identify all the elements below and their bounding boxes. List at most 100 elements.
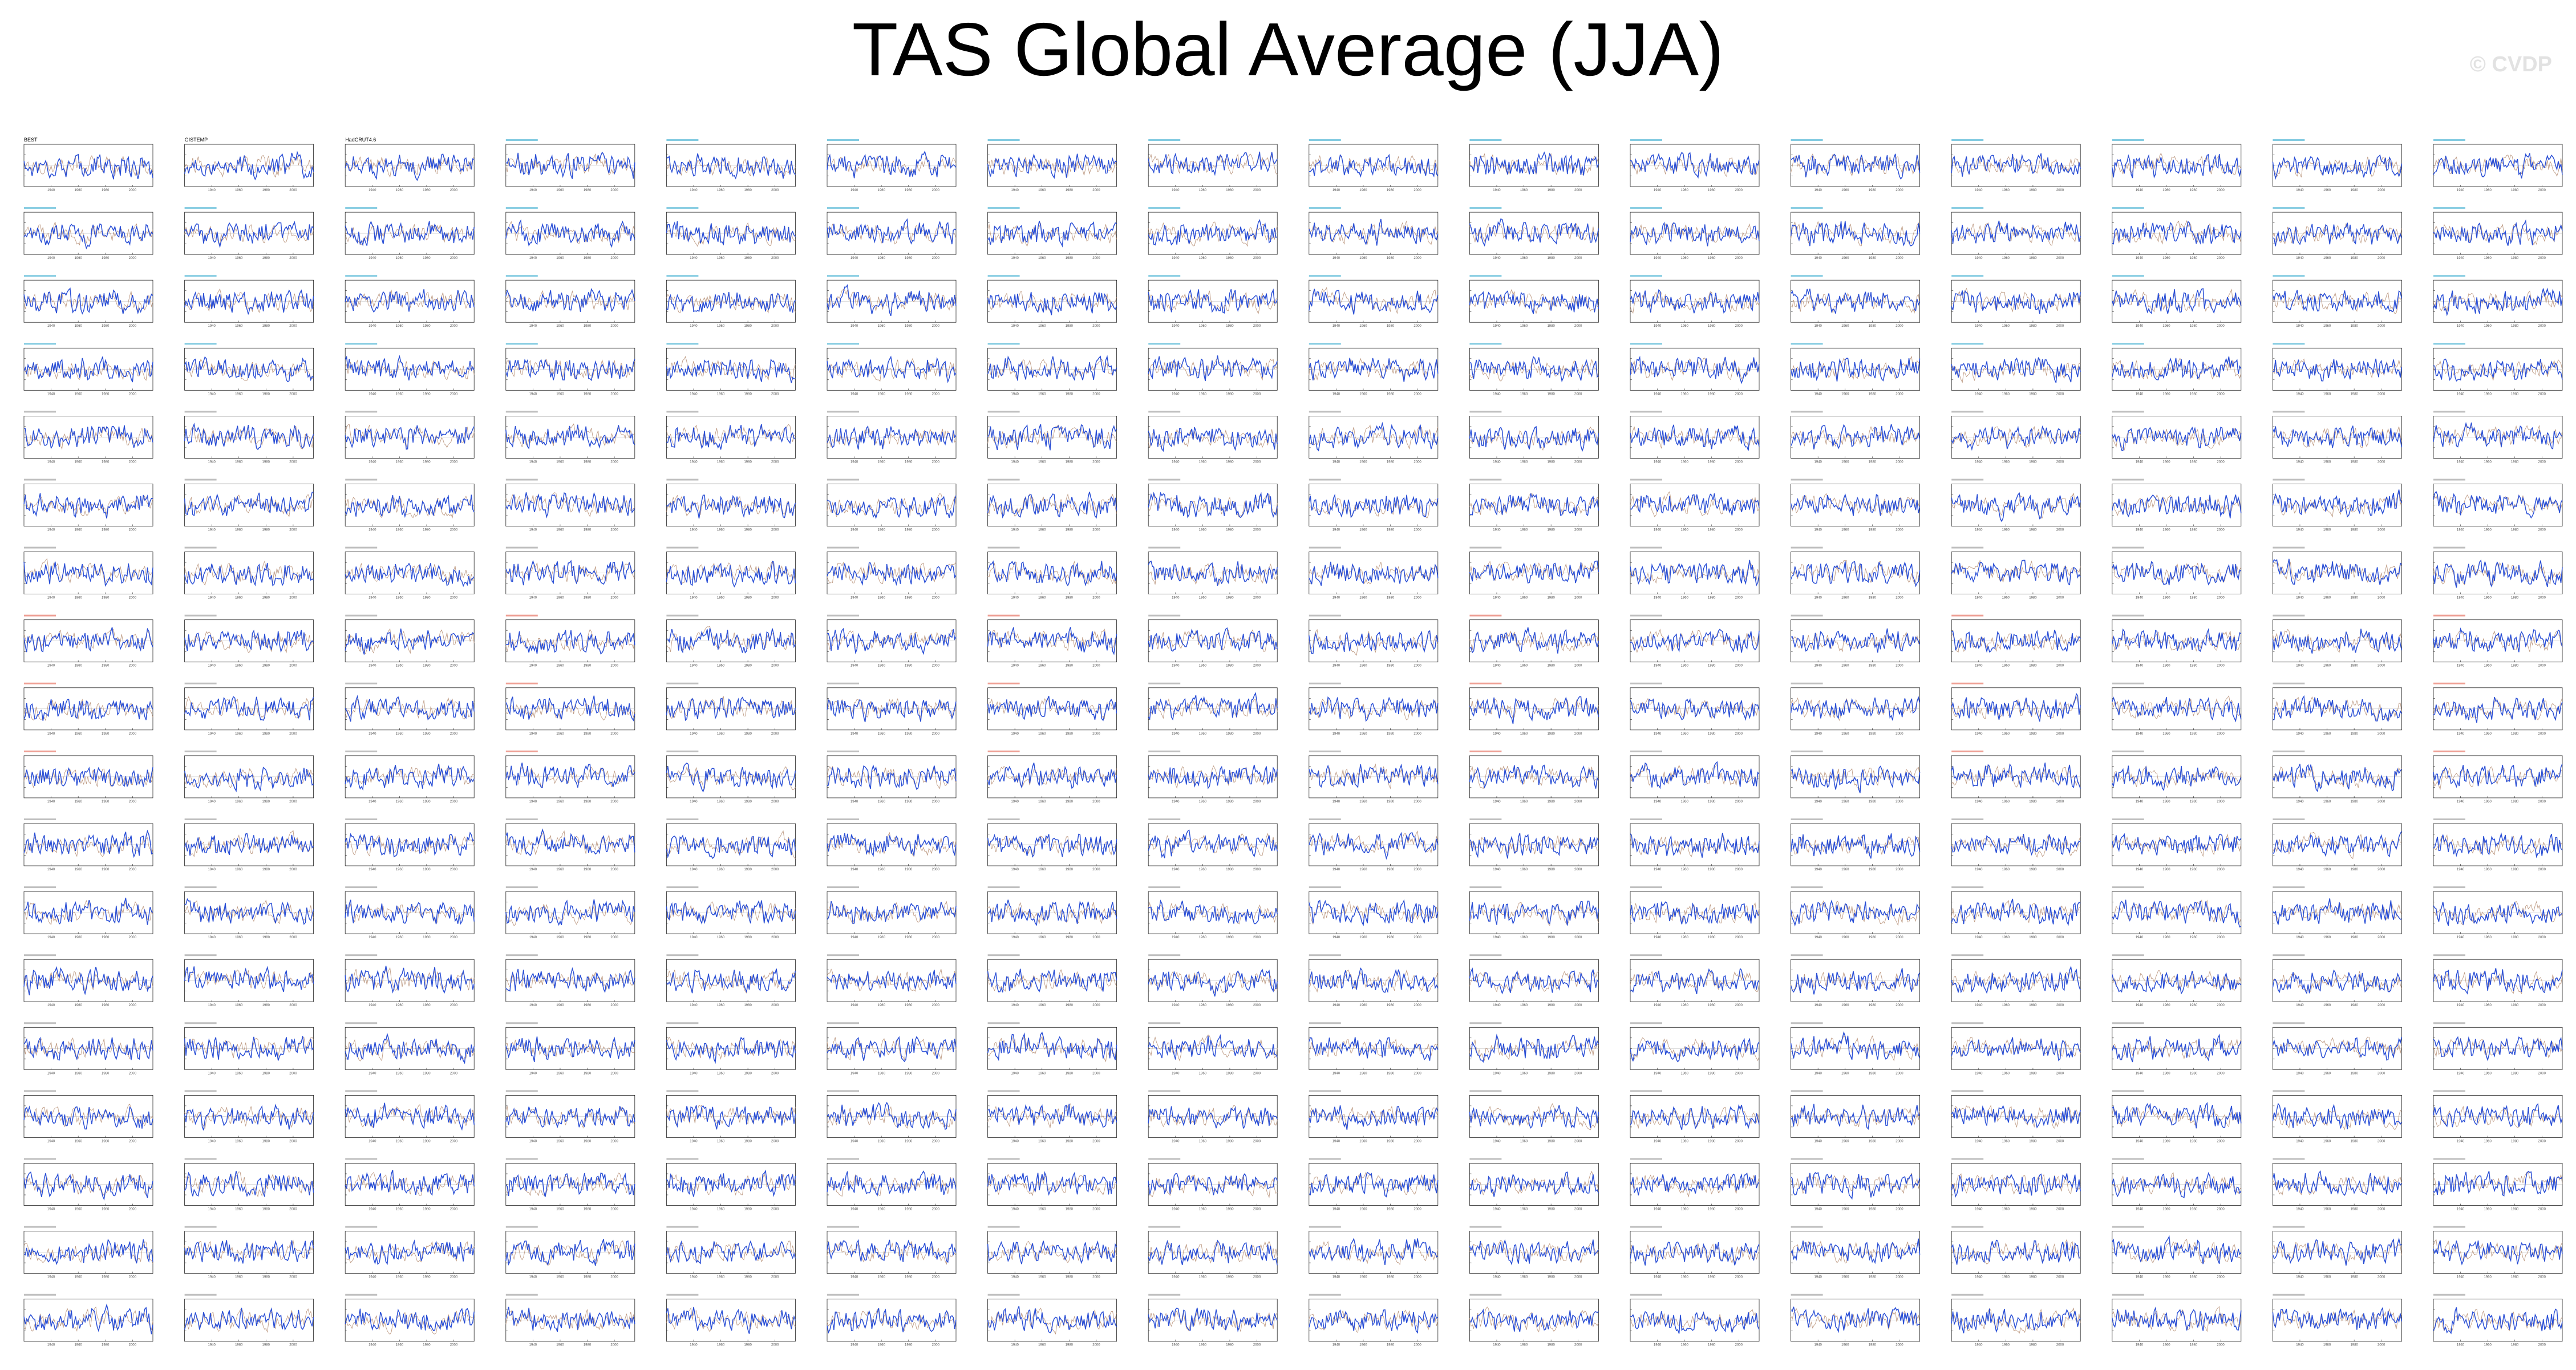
panel-label-mark <box>1630 343 1662 345</box>
x-tick-label: 2000 <box>2377 392 2385 396</box>
panel-147: 1940 1960 1980 2000 <box>345 750 475 804</box>
series-line <box>505 899 635 926</box>
panel-264: 1940 1960 1980 2000 <box>1148 1226 1278 1279</box>
panel-label-mark <box>666 207 699 209</box>
panel-label-mark <box>345 818 378 820</box>
x-tick-label: 2000 <box>2217 529 2225 532</box>
x-tick-label: 1960 <box>1841 800 1849 804</box>
panel-label-mark <box>2112 1294 2144 1296</box>
panel-label-mark <box>987 954 1020 956</box>
panel-label-mark <box>1469 818 1502 820</box>
series-line <box>1791 765 1921 793</box>
series-line <box>987 1104 1117 1128</box>
x-tick-label: 1940 <box>2136 597 2144 600</box>
x-tick-label: 1980 <box>1387 1004 1395 1007</box>
x-tick-label: 1960 <box>1359 460 1367 464</box>
x-tick-label: 1980 <box>2190 189 2198 192</box>
x-tick-label: 2000 <box>2538 1072 2546 1075</box>
x-tick-label: 1940 <box>690 189 698 192</box>
x-tick-label: 1960 <box>1199 529 1207 532</box>
x-tick-label: 1960 <box>2484 1276 2492 1279</box>
panel-130: 1940 1960 1980 2000 <box>184 682 314 736</box>
x-tick-label: 1940 <box>2457 1140 2465 1143</box>
panel-label-mark <box>184 275 217 277</box>
x-tick-label: 1940 <box>1814 1344 1822 1347</box>
panel-label-mark <box>1309 1294 1341 1296</box>
x-tick-label: 1980 <box>262 1004 270 1007</box>
panel-label-mark <box>2433 682 2465 684</box>
x-tick-label: 1980 <box>1547 868 1555 872</box>
panel-46: 1940 1960 1980 2000 <box>2112 275 2242 328</box>
series-line <box>2112 971 2242 995</box>
x-tick-label: 2000 <box>289 732 297 736</box>
panel-label-mark <box>505 207 538 209</box>
x-tick-label: 1940 <box>690 529 698 532</box>
x-tick-label: 1980 <box>2029 664 2037 668</box>
panel-235: 1940 1960 1980 2000 <box>1630 1090 1760 1143</box>
x-tick-label: 1960 <box>556 732 564 736</box>
x-tick-label: 1960 <box>1359 529 1367 532</box>
x-tick-label: 1940 <box>2457 257 2465 260</box>
x-tick-label: 1940 <box>1975 325 1983 328</box>
panel-label-mark <box>987 1090 1020 1092</box>
panel-189: 1940 1960 1980 2000 <box>1951 886 2081 939</box>
reference-line <box>2112 970 2242 991</box>
panel-116: 1940 1960 1980 2000 <box>505 614 635 668</box>
x-tick-label: 1960 <box>2002 664 2010 668</box>
x-tick-label: 1960 <box>717 325 725 328</box>
reference-line <box>987 629 1117 652</box>
panel-label-mark <box>184 818 217 820</box>
x-tick-label: 1940 <box>529 800 537 804</box>
panel-label-mark <box>505 546 538 549</box>
x-tick-label: 1960 <box>877 325 885 328</box>
panel-91: 1940 1960 1980 2000 <box>1630 479 1760 532</box>
series-line <box>666 1240 796 1264</box>
x-tick-label: 2000 <box>2056 325 2064 328</box>
x-tick-label: 1960 <box>717 460 725 464</box>
panel-92: 1940 1960 1980 2000 <box>1790 479 1921 532</box>
x-tick-label: 2000 <box>2377 1208 2385 1211</box>
x-tick-label: 1980 <box>1387 189 1395 192</box>
x-tick-label: 1940 <box>47 257 55 260</box>
x-tick-label: 1980 <box>423 1072 431 1075</box>
x-tick-label: 1940 <box>1493 257 1501 260</box>
panel-179: 1940 1960 1980 2000 <box>345 886 475 939</box>
panel-220: 1940 1960 1980 2000 <box>1790 1022 1921 1075</box>
x-tick-label: 1940 <box>2136 529 2144 532</box>
panel-label-mark <box>1951 614 1984 617</box>
x-tick-label: 1960 <box>1841 1140 1849 1143</box>
x-tick-label: 2000 <box>2217 664 2225 668</box>
x-tick-label: 1960 <box>2162 1072 2170 1075</box>
panel-label-mark <box>2433 750 2465 752</box>
x-tick-label: 1980 <box>102 1208 110 1211</box>
x-tick-label: 2000 <box>1253 529 1261 532</box>
x-tick-label: 1980 <box>102 597 110 600</box>
x-tick-label: 1980 <box>1869 732 1877 736</box>
x-tick-label: 1940 <box>1172 1004 1180 1007</box>
x-tick-label: 1940 <box>529 1140 537 1143</box>
x-tick-label: 2000 <box>1895 664 1903 668</box>
x-tick-label: 1960 <box>1841 529 1849 532</box>
panel-56: 1940 1960 1980 2000 <box>1148 343 1278 396</box>
x-tick-label: 1940 <box>850 325 858 328</box>
x-tick-label: 2000 <box>1895 936 1903 939</box>
reference-line <box>1791 493 1921 517</box>
panel-188: 1940 1960 1980 2000 <box>1790 886 1921 939</box>
x-tick-label: 2000 <box>1413 1004 1421 1007</box>
panel-label-mark <box>827 479 859 481</box>
series-line <box>2112 696 2242 723</box>
panel-label-mark <box>987 1158 1020 1160</box>
x-tick-label: 2000 <box>1092 392 1100 396</box>
x-tick-label: 2000 <box>1092 800 1100 804</box>
series-line <box>2433 559 2563 588</box>
x-tick-label: 1980 <box>1226 868 1234 872</box>
panel-label-mark <box>1469 1022 1502 1024</box>
x-tick-label: 1980 <box>584 1072 592 1075</box>
series-line <box>1309 1105 1439 1130</box>
x-tick-label: 1960 <box>1038 325 1046 328</box>
series-line <box>184 767 314 793</box>
x-tick-label: 1940 <box>1011 597 1019 600</box>
x-tick-label: 1960 <box>556 460 564 464</box>
series-line <box>184 563 314 587</box>
series-line <box>987 1171 1117 1196</box>
